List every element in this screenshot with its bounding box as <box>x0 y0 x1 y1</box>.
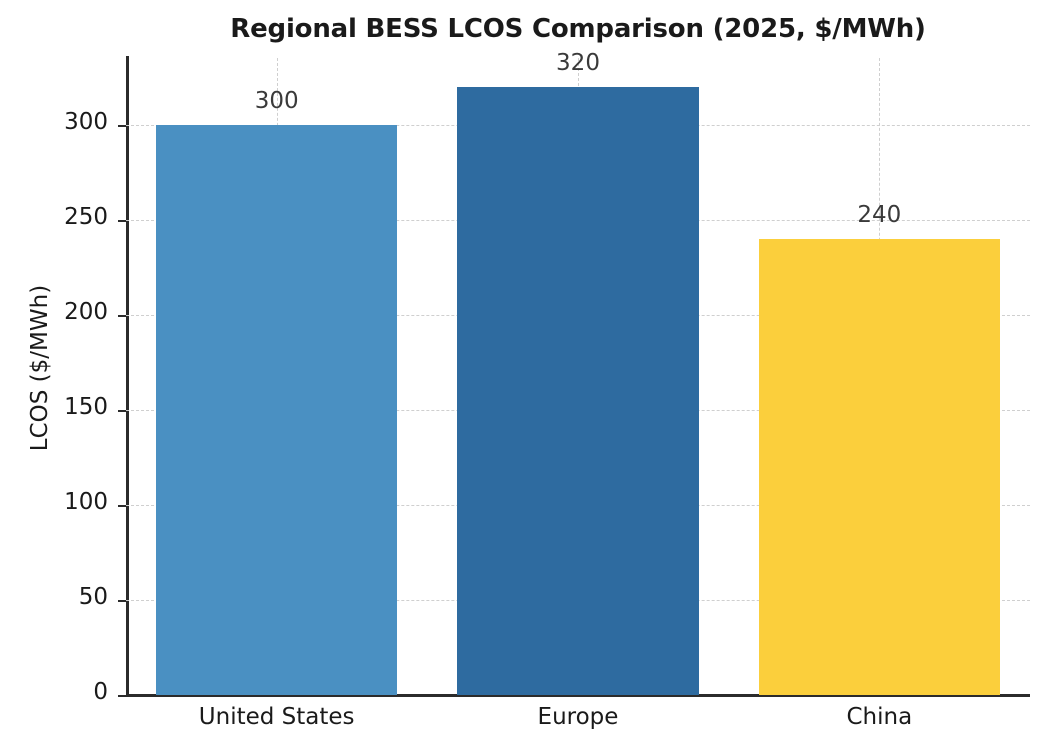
y-tick-label: 200 <box>64 298 108 325</box>
x-tick-label: China <box>846 704 913 730</box>
y-tick-mark <box>118 695 126 697</box>
x-tick-label: United States <box>198 704 355 730</box>
y-tick-mark <box>118 314 126 317</box>
bar-europe[interactable] <box>457 86 699 695</box>
y-tick-label: 0 <box>93 679 108 705</box>
bar-united-states[interactable] <box>156 124 398 695</box>
bar-value-label: 240 <box>857 201 902 228</box>
y-tick-label: 50 <box>78 583 108 610</box>
x-tick-label: Europe <box>537 704 619 730</box>
y-tick-label: 100 <box>64 488 108 515</box>
y-tick-mark <box>118 504 126 507</box>
y-tick-label: 250 <box>64 203 108 230</box>
y-tick-label: 150 <box>64 393 108 420</box>
y-axis-title: LCOS ($/MWh) <box>27 284 53 452</box>
plot-area <box>126 58 1030 695</box>
bar-value-label: 320 <box>556 49 600 76</box>
y-tick-mark <box>118 219 126 222</box>
y-tick-mark <box>118 599 126 602</box>
y-tick-label: 300 <box>64 108 108 135</box>
x-axis-spine <box>126 694 1030 697</box>
chart-title: Regional BESS LCOS Comparison (2025, $/M… <box>230 14 926 44</box>
y-axis-spine <box>126 56 129 697</box>
y-tick-mark <box>118 409 126 412</box>
bar-china[interactable] <box>758 238 1000 695</box>
y-tick-mark <box>118 124 126 127</box>
bar-value-label: 300 <box>254 87 299 114</box>
